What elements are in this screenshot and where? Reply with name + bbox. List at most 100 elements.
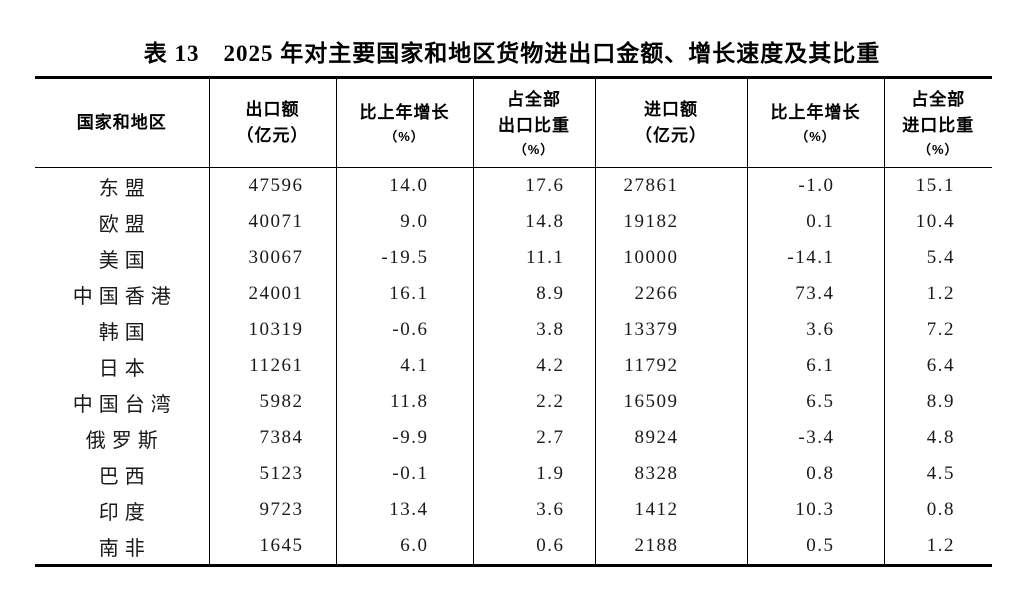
export-value-cell: 1645 [208, 528, 336, 566]
import-value-cell: 2188 [594, 528, 747, 566]
import-growth-cell: 6.5 [746, 384, 884, 420]
header-line: 进口额 [644, 100, 698, 119]
region-cell: 巴西 [98, 465, 151, 488]
export-value-cell: 9723 [208, 492, 336, 528]
column-header-import-value: 进口额 （亿元） [594, 77, 747, 168]
import-share-cell: 7.2 [883, 312, 992, 348]
import-value-cell: 10000 [594, 240, 747, 276]
table-row: 东盟 47596 14.0 17.6 27861 -1.0 15.1 [35, 167, 992, 204]
column-header-import-share: 占全部进口比重 （%） [883, 77, 992, 168]
column-header-region: 国家和地区 [35, 77, 209, 168]
table-body: 东盟 47596 14.0 17.6 27861 -1.0 15.1 欧盟 40071 9.0 14… [35, 167, 992, 566]
region-cell: 欧盟 [98, 213, 151, 236]
import-growth-cell: 0.1 [746, 204, 884, 240]
import-share-cell: 4.8 [883, 420, 992, 456]
export-share-cell: 11.1 [472, 240, 595, 276]
export-value-cell: 30067 [208, 240, 336, 276]
column-header-export-growth: 比上年增长 （%） [335, 77, 473, 168]
table-row: 日本 11261 4.1 4.2 11792 6.1 6.4 [35, 348, 992, 384]
region-cell: 中国台湾 [72, 393, 177, 416]
import-growth-cell: 0.8 [746, 456, 884, 492]
header-line: 国家和地区 [76, 113, 167, 132]
header-line: 占全部 [911, 89, 966, 109]
import-value-cell: 11792 [594, 348, 747, 384]
export-growth-cell: -9.9 [335, 420, 473, 456]
header-line: 出口比重 [498, 115, 570, 135]
import-share-cell: 10.4 [883, 204, 992, 240]
import-value-cell: 8328 [594, 456, 747, 492]
table-row: 欧盟 40071 9.0 14.8 19182 0.1 10.4 [35, 204, 992, 240]
export-growth-cell: 9.0 [335, 204, 473, 240]
export-growth-cell: 11.8 [335, 384, 473, 420]
import-share-cell: 8.9 [883, 384, 992, 420]
header-line: （%） [917, 141, 959, 157]
import-value-cell: 19182 [594, 204, 747, 240]
header-line: 占全部 [507, 89, 561, 109]
import-growth-cell: -1.0 [746, 167, 884, 204]
export-value-cell: 7384 [208, 420, 336, 456]
import-value-cell: 1412 [594, 492, 747, 528]
table-header: 国家和地区 出口额 （亿元） 比上年增长 （%） 占全部 出口比重 （%） 进口额 （亿元… [35, 77, 992, 168]
region-cell: 韩国 [98, 321, 151, 344]
export-share-cell: 0.6 [472, 528, 595, 566]
import-value-cell: 2266 [594, 276, 747, 312]
header-line: 进口比重 [902, 115, 975, 135]
export-share-cell: 14.8 [472, 204, 595, 240]
export-growth-cell: 4.1 [335, 348, 473, 384]
header-line: 出口额 [245, 100, 300, 119]
export-value-cell: 5982 [208, 384, 336, 420]
table-row: 巴西 5123 -0.1 1.9 8328 0.8 4.5 [35, 456, 992, 492]
export-growth-cell: 16.1 [335, 276, 473, 312]
table-row: 中国香港 24001 16.1 8.9 2266 73.4 1.2 [35, 276, 992, 312]
import-growth-cell: 3.6 [746, 312, 884, 348]
import-growth-cell: 6.1 [746, 348, 884, 384]
region-cell: 印度 [98, 501, 151, 524]
import-share-cell: 5.4 [883, 240, 992, 276]
region-cell: 中国香港 [72, 285, 177, 308]
table-row: 美国 30067 -19.5 11.1 10000 -14.1 5.4 [35, 240, 992, 276]
export-value-cell: 40071 [208, 204, 336, 240]
import-growth-cell: -14.1 [746, 240, 884, 276]
header-line: （亿元） [236, 126, 309, 145]
export-share-cell: 3.8 [472, 312, 595, 348]
import-share-cell: 1.2 [883, 276, 992, 312]
region-cell: 东盟 [98, 177, 151, 200]
region-cell: 俄罗斯 [85, 429, 164, 452]
header-line: （%） [795, 128, 836, 144]
column-header-export-share: 占全部出口比重 （%） [472, 77, 595, 168]
export-growth-cell: 13.4 [335, 492, 473, 528]
export-share-cell: 2.2 [472, 384, 595, 420]
export-growth-cell: -0.1 [335, 456, 473, 492]
import-share-cell: 1.2 [883, 528, 992, 566]
export-value-cell: 11261 [208, 348, 336, 384]
column-header-export-value: 出口额 （亿元） [208, 77, 336, 168]
export-value-cell: 10319 [208, 312, 336, 348]
export-growth-cell: -19.5 [335, 240, 473, 276]
table-row: 俄罗斯 7384 -9.9 2.7 8924 -3.4 4.8 [35, 420, 992, 456]
import-share-cell: 4.5 [883, 456, 992, 492]
trade-table: 国家和地区 出口额 （亿元） 比上年增长 （%） 占全部 出口比重 （%） 进口额 （亿元… [35, 76, 992, 567]
export-growth-cell: 14.0 [335, 167, 473, 204]
import-share-cell: 0.8 [883, 492, 992, 528]
import-share-cell: 15.1 [883, 167, 992, 204]
import-growth-cell: 10.3 [746, 492, 884, 528]
region-cell: 南非 [98, 537, 151, 560]
import-value-cell: 13379 [594, 312, 747, 348]
import-value-cell: 16509 [594, 384, 747, 420]
export-share-cell: 3.6 [472, 492, 595, 528]
export-share-cell: 2.7 [472, 420, 595, 456]
export-growth-cell: -0.6 [335, 312, 473, 348]
header-line: （%） [513, 141, 555, 157]
table-row: 中国台湾 5982 11.8 2.2 16509 6.5 8.9 [35, 384, 992, 420]
table-row: 印度 9723 13.4 3.6 1412 10.3 0.8 [35, 492, 992, 528]
export-value-cell: 24001 [208, 276, 336, 312]
table-row: 韩国 10319 -0.6 3.8 13379 3.6 7.2 [35, 312, 992, 348]
export-share-cell: 17.6 [472, 167, 595, 204]
table-row: 南非 1645 6.0 0.6 2188 0.5 1.2 [35, 528, 992, 566]
import-value-cell: 27861 [594, 167, 747, 204]
export-share-cell: 8.9 [472, 276, 595, 312]
header-line: （亿元） [635, 126, 707, 145]
import-growth-cell: 73.4 [746, 276, 884, 312]
header-line: 比上年增长 [359, 102, 450, 122]
